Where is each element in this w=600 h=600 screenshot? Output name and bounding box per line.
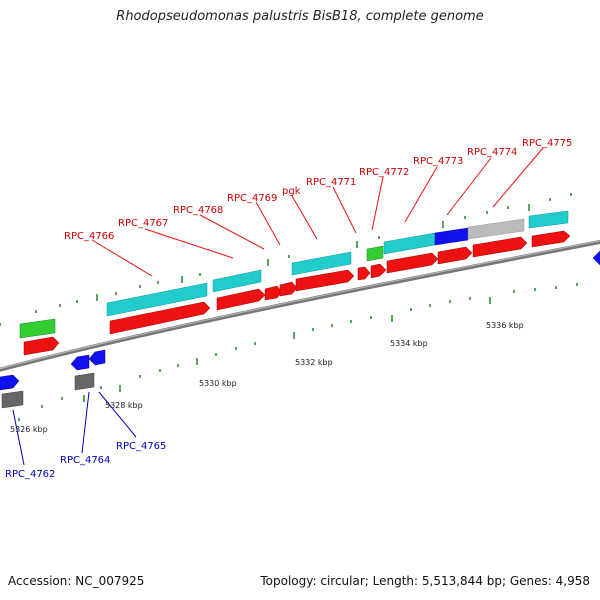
- tick-label: 5332 kbp: [295, 358, 333, 367]
- gene-arrow-red[interactable]: [370, 263, 387, 279]
- gene-arrow-red[interactable]: [264, 285, 283, 301]
- gene-label[interactable]: RPC_4762: [5, 469, 55, 480]
- label-leaders-reverse: [12, 391, 137, 466]
- rna-track: [19, 210, 569, 339]
- leader-line: [12, 409, 25, 466]
- leader-line: [81, 391, 90, 454]
- gene-arrow-red[interactable]: [531, 230, 571, 248]
- gene-label[interactable]: RPC_4773: [413, 156, 463, 167]
- gene-arrow-blue[interactable]: [592, 250, 600, 266]
- gene-arrow-red[interactable]: [216, 288, 266, 311]
- gene-block-cyan[interactable]: [291, 251, 352, 276]
- gene-arrow-blue[interactable]: [88, 349, 106, 366]
- tick-track-outer: [0, 193, 572, 326]
- tick-label: 5326 kbp: [10, 425, 48, 434]
- gene-block-blue[interactable]: [434, 227, 469, 246]
- accession-text: Accession: NC_007925: [8, 574, 145, 588]
- gene-label[interactable]: RPC_4774: [467, 147, 517, 158]
- gene-arrow-red[interactable]: [437, 246, 473, 265]
- gene-arrow-red[interactable]: [109, 301, 211, 335]
- gene-label[interactable]: RPC_4764: [60, 455, 110, 466]
- leader-line: [255, 201, 281, 246]
- leader-line: [144, 228, 234, 259]
- tick-label: 5336 kbp: [486, 321, 524, 330]
- leader-line: [371, 176, 384, 231]
- gene-arrow-red[interactable]: [279, 281, 298, 297]
- tick-labels: 5326 kbp 5328 kbp 5330 kbp 5332 kbp 5334…: [10, 321, 524, 434]
- leader-line: [199, 214, 265, 250]
- gene-block-cyan[interactable]: [528, 210, 569, 229]
- gene-block-dark-gray[interactable]: [1, 390, 24, 409]
- genome-info-text: Topology: circular; Length: 5,513,844 bp…: [260, 574, 590, 588]
- gene-arrow-red[interactable]: [23, 336, 60, 356]
- gene-arrow-red[interactable]: [357, 266, 371, 281]
- gene-label[interactable]: RPC_4775: [522, 138, 572, 149]
- gene-arrow-red[interactable]: [472, 236, 528, 258]
- gene-label[interactable]: RPC_4772: [359, 167, 409, 178]
- leader-line: [91, 239, 153, 277]
- forward-gene-labels: RPC_4766 RPC_4767 RPC_4768 RPC_4769 pgk …: [64, 138, 572, 242]
- gene-block-cyan[interactable]: [106, 282, 208, 317]
- gene-block-green[interactable]: [19, 318, 56, 339]
- tick-track-inner: [18, 283, 578, 421]
- genome-backbone: [0, 239, 600, 372]
- gene-arrow-red[interactable]: [386, 252, 439, 274]
- gene-block-green[interactable]: [366, 245, 384, 262]
- leader-line: [492, 147, 544, 208]
- tick-label: 5328 kbp: [105, 401, 143, 410]
- gene-block-cyan[interactable]: [212, 269, 262, 293]
- gene-label[interactable]: RPC_4766: [64, 231, 114, 242]
- gene-arrow-blue[interactable]: [0, 374, 20, 391]
- gene-block-dark-gray[interactable]: [74, 372, 95, 391]
- leader-line: [98, 391, 137, 438]
- gene-arrow-red[interactable]: [295, 269, 355, 292]
- leader-line: [332, 186, 357, 234]
- gene-label[interactable]: RPC_4771: [306, 177, 356, 188]
- gene-label[interactable]: RPC_4765: [116, 441, 166, 452]
- gene-block-cyan[interactable]: [383, 232, 436, 255]
- leader-line: [404, 166, 438, 223]
- reverse-track: [0, 250, 600, 409]
- gene-label[interactable]: pgk: [282, 186, 301, 197]
- tick-label: 5330 kbp: [199, 379, 237, 388]
- leader-line: [291, 195, 318, 240]
- gene-block-gray[interactable]: [467, 218, 525, 240]
- genome-backbone-highlight: [0, 240, 600, 370]
- leader-line: [446, 157, 492, 216]
- reverse-gene-labels: RPC_4762 RPC_4764 RPC_4765: [5, 441, 166, 480]
- tick-label: 5334 kbp: [390, 339, 428, 348]
- gene-label[interactable]: RPC_4767: [118, 218, 168, 229]
- label-leaders-forward: [91, 147, 544, 277]
- map-title: Rhodopseudomonas palustris BisB18, compl…: [116, 9, 484, 24]
- gene-label[interactable]: RPC_4768: [173, 205, 223, 216]
- cds-track: [23, 230, 571, 356]
- gene-arrow-blue[interactable]: [70, 354, 90, 371]
- gene-label[interactable]: RPC_4769: [227, 193, 277, 204]
